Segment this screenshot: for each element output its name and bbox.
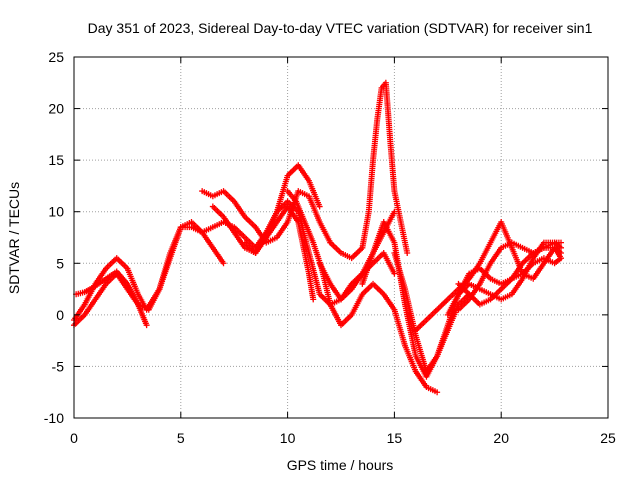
x-axis-label: GPS time / hours — [287, 457, 394, 473]
data-point — [316, 203, 323, 210]
data-point — [558, 255, 565, 262]
data-point — [558, 244, 565, 251]
series-track15 — [316, 208, 398, 303]
x-tick-label: 25 — [600, 430, 616, 446]
x-tick-label: 15 — [387, 430, 403, 446]
x-tick-label: 5 — [177, 430, 185, 446]
y-tick-label: -10 — [44, 410, 64, 426]
y-tick-label: 10 — [48, 204, 64, 220]
data-point — [391, 270, 398, 277]
plot-frame — [73, 56, 609, 419]
y-tick-label: 5 — [56, 255, 64, 271]
series-track13 — [455, 255, 565, 308]
data-point — [310, 296, 317, 303]
y-tick-label: 0 — [56, 307, 64, 323]
y-tick-label: -5 — [52, 358, 65, 374]
data-point — [558, 239, 565, 246]
chart-title: Day 351 of 2023, Sidereal Day-to-day VTE… — [88, 20, 593, 36]
y-axis-label: SDTVAR / TECUs — [6, 182, 22, 294]
grid-lines — [74, 57, 608, 418]
axis-ticks: 0 5 10 15 20 25 -10 -5 0 5 10 15 20 25 — [44, 49, 616, 446]
series-track3 — [71, 162, 323, 329]
data-marks — [71, 79, 565, 396]
y-tick-label: 15 — [48, 152, 64, 168]
data-point — [391, 208, 398, 215]
series-track14 — [455, 239, 565, 313]
series-track11 — [412, 219, 565, 334]
y-tick-label: 20 — [48, 101, 64, 117]
x-tick-label: 20 — [493, 430, 509, 446]
y-tick-label: 25 — [48, 49, 64, 65]
data-point — [143, 322, 150, 329]
data-point — [434, 389, 441, 396]
data-point — [404, 249, 411, 256]
x-tick-label: 0 — [70, 430, 78, 446]
x-tick-label: 10 — [280, 430, 296, 446]
data-point — [220, 260, 227, 267]
series-track8 — [327, 79, 411, 262]
